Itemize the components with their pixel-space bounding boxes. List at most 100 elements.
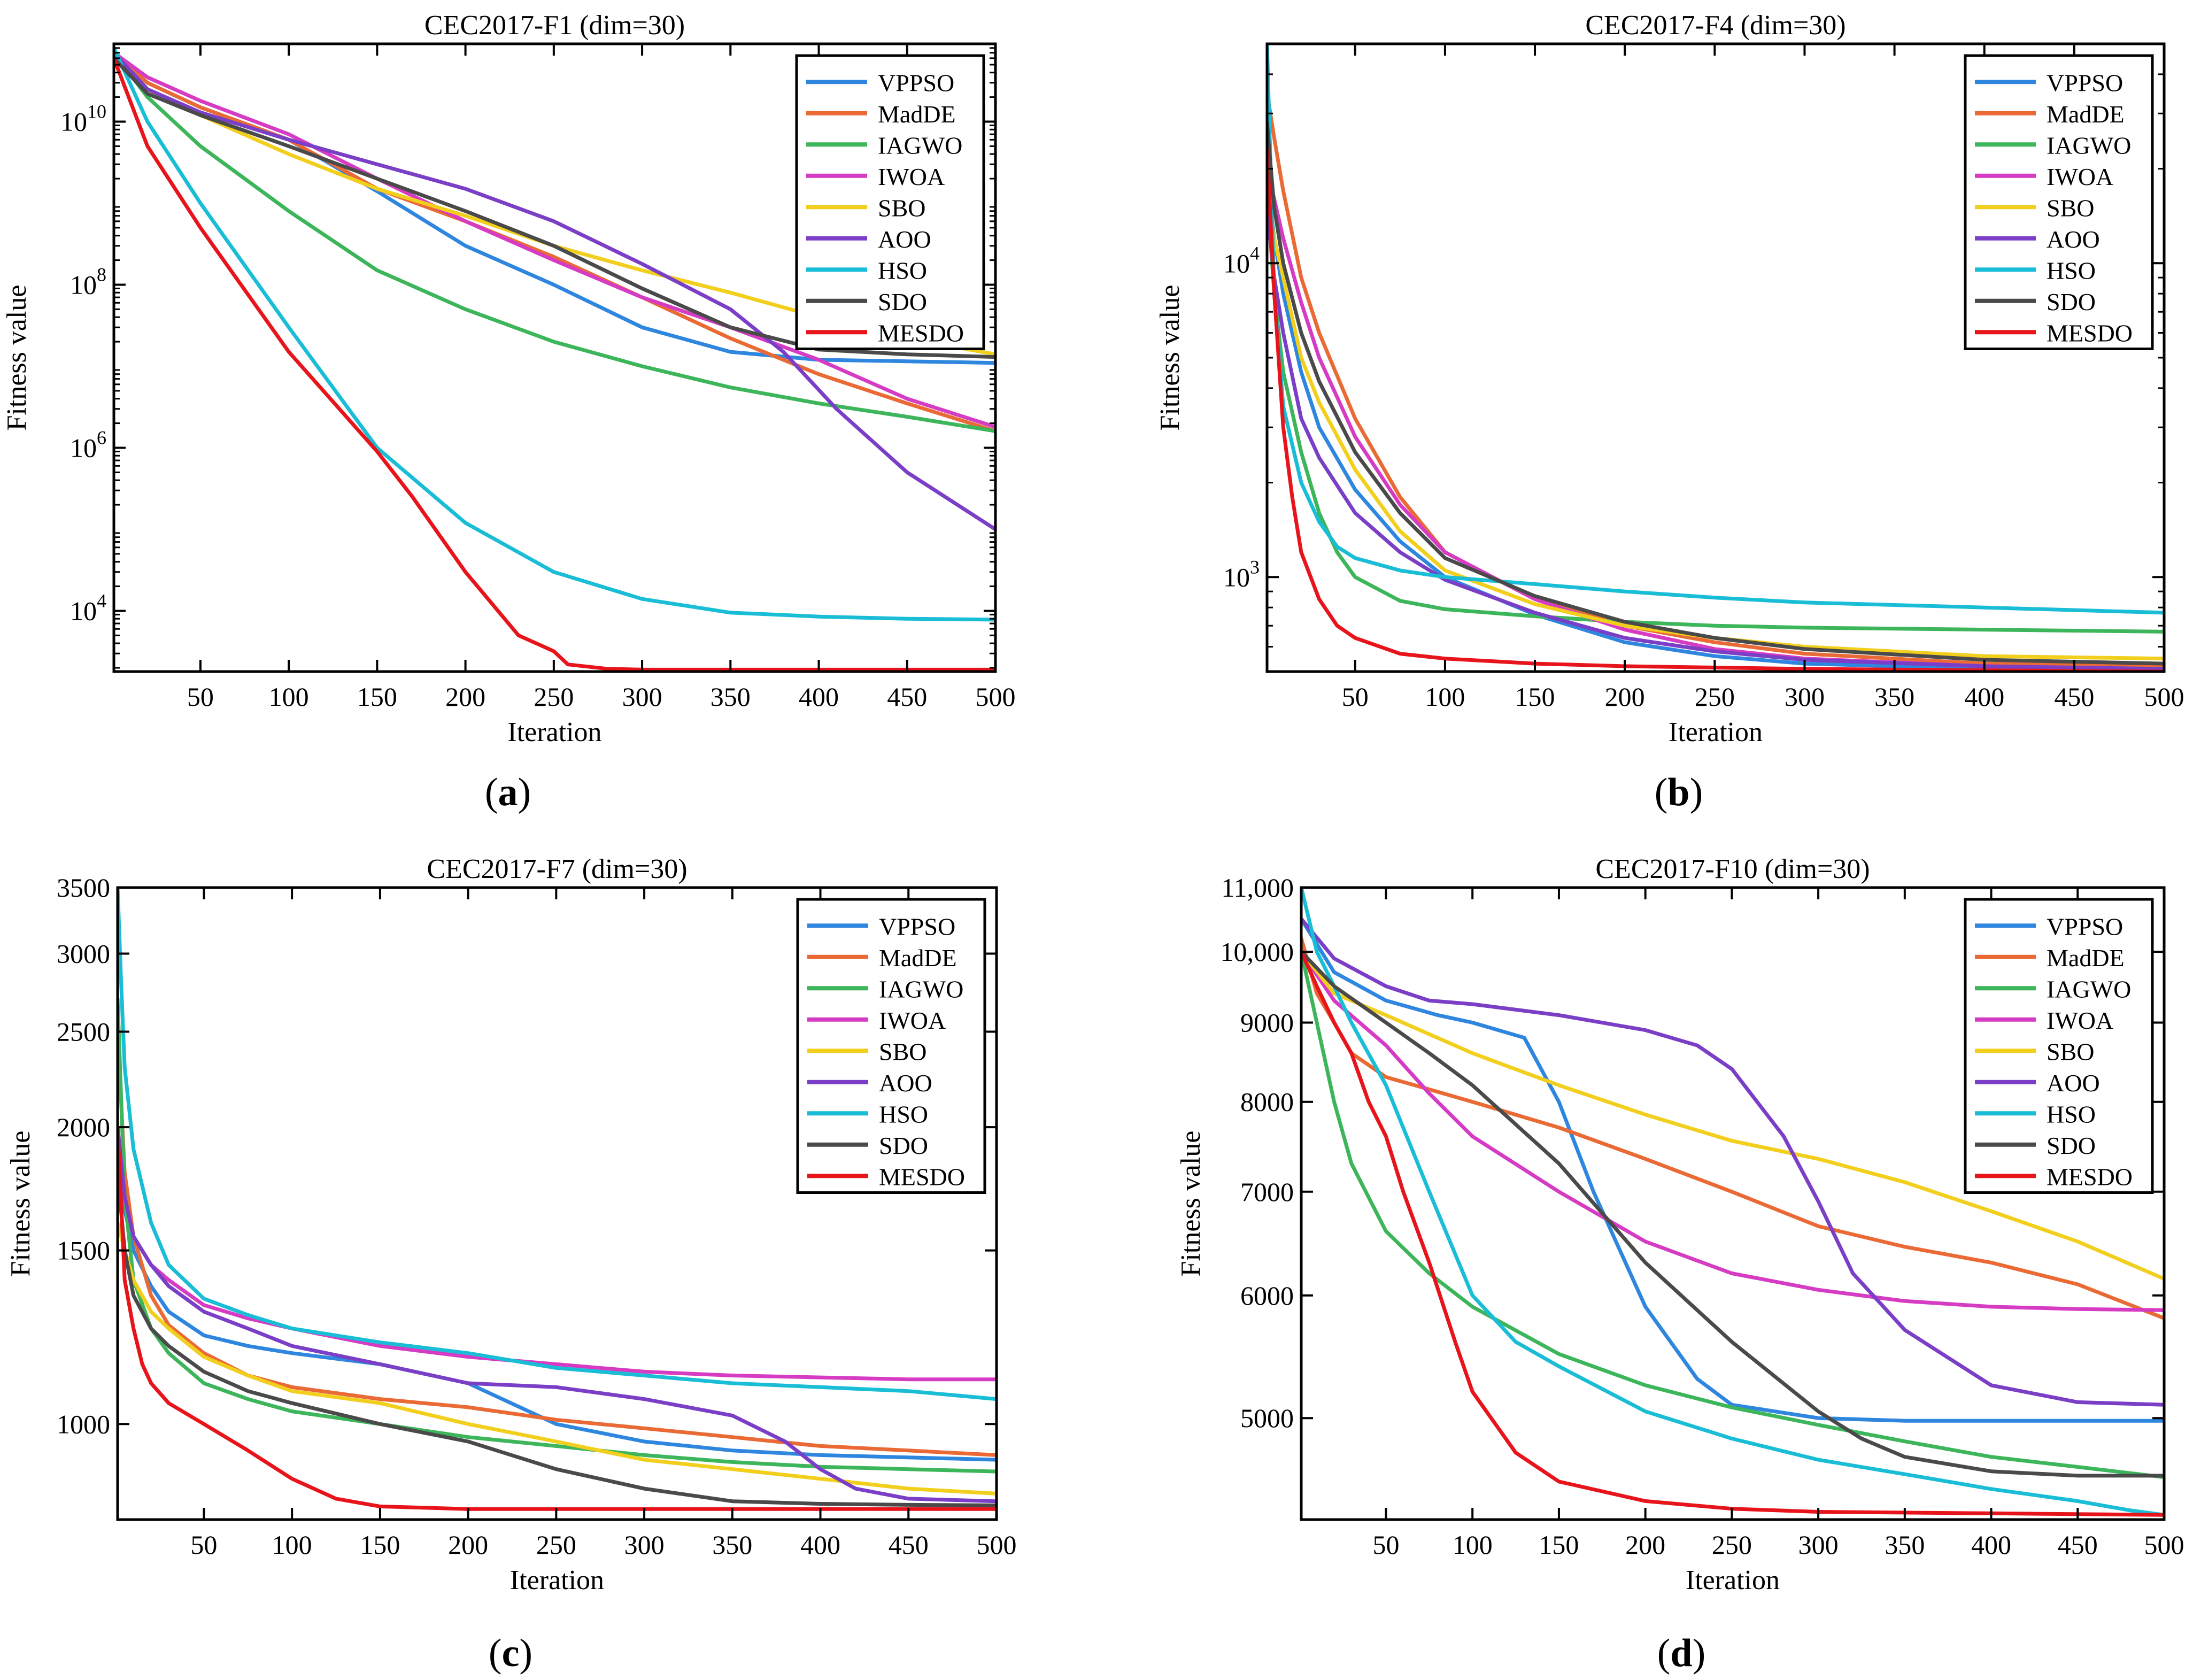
y-axis-label: Fitness value — [1155, 285, 1185, 431]
legend-label-sbo: SBO — [878, 194, 925, 221]
legend: VPPSO MadDE IAGWO IWOA SBO AOO HSO SDO MESDO — [795, 54, 985, 350]
x-axis-label: Iteration — [507, 717, 601, 747]
series-line-sdo — [1301, 950, 2164, 1478]
x-tick-label: 250 — [534, 682, 574, 712]
x-tick-label: 300 — [1798, 1530, 1839, 1560]
panel-caption-d: (d) — [1657, 1631, 1706, 1675]
chart-title: CEC2017-F4 (dim=30) — [1585, 10, 1845, 41]
series-line-madde — [1267, 90, 2164, 668]
series-line-aoo — [1267, 206, 2164, 671]
legend-label-mesdo: MESDO — [878, 319, 964, 346]
legend-label-aoo: AOO — [878, 226, 931, 253]
legend-label-aoo: AOO — [2047, 1069, 2100, 1097]
legend: VPPSO MadDE IAGWO IWOA SBO AOO HSO SDO MESDO — [796, 898, 986, 1194]
legend-label-sdo: SDO — [2047, 1132, 2096, 1159]
x-tick-label: 500 — [976, 682, 1016, 712]
series-line-aoo — [118, 1125, 997, 1504]
legend-label-hso: HSO — [2047, 257, 2096, 284]
legend-label-sdo: SDO — [879, 1132, 928, 1159]
x-tick-label: 100 — [1425, 682, 1465, 712]
chart-title: CEC2017-F10 (dim=30) — [1595, 854, 1870, 884]
series-line-hso — [118, 888, 997, 1401]
x-tick-label: 200 — [448, 1530, 488, 1560]
chart-F4: 50 100 150 200 250 300 350 400 450 500 103 104 CEC20… — [1155, 10, 2184, 747]
y-tick-label: 11,000 — [1221, 873, 1294, 903]
legend: VPPSO MadDE IAGWO IWOA SBO AOO HSO SDO MESDO — [1964, 54, 2154, 350]
chart-F1: 50 100 150 200 250 300 350 400 450 500 104 106 108 10… — [2, 10, 1016, 747]
x-tick-label: 450 — [2058, 1530, 2098, 1560]
x-tick-label: 200 — [1605, 682, 1645, 712]
y-tick-label: 7000 — [1240, 1177, 1294, 1207]
x-tick-label: 400 — [800, 1530, 840, 1560]
series-line-sbo — [1267, 197, 2164, 661]
series-line-iagwo — [1267, 189, 2164, 634]
y-tick-label: 106 — [70, 427, 106, 463]
y-tick-label: 8000 — [1240, 1087, 1294, 1117]
series-group — [114, 46, 995, 672]
x-tick-label: 300 — [624, 1530, 665, 1560]
legend-label-iwoa: IWOA — [878, 163, 945, 190]
series-line-sdo — [118, 1170, 997, 1507]
x-tick-label: 50 — [187, 682, 214, 712]
series-line-iagwo — [1301, 950, 2164, 1479]
x-tick-label: 300 — [1785, 682, 1825, 712]
series-line-iwoa — [114, 51, 995, 429]
x-tick-label: 350 — [1874, 682, 1914, 712]
y-tick-label: 9000 — [1240, 1008, 1294, 1038]
legend-label-mesdo: MESDO — [879, 1163, 965, 1190]
x-tick-label: 250 — [1712, 1530, 1752, 1560]
legend-label-madde: MadDE — [878, 101, 956, 128]
chart-title: CEC2017-F7 (dim=30) — [427, 854, 687, 884]
x-tick-label: 200 — [445, 682, 485, 712]
x-tick-label: 50 — [1372, 1530, 1399, 1560]
legend-label-vppso: VPPSO — [2047, 913, 2123, 940]
legend-label-aoo: AOO — [2047, 226, 2100, 253]
legend-label-mesdo: MESDO — [2047, 1163, 2133, 1190]
series-line-aoo — [114, 51, 995, 531]
chart-F10: 50 100 150 200 250 300 350 400 450 500 5000 6000 700… — [1176, 854, 2184, 1596]
x-tick-label: 250 — [1695, 682, 1735, 712]
series-line-vppso — [1267, 181, 2164, 672]
legend-label-madde: MadDE — [879, 944, 957, 972]
series-line-mesdo — [1301, 950, 2164, 1517]
series-line-mesdo — [114, 56, 995, 672]
series-line-hso — [114, 46, 995, 622]
panel-caption-a: (a) — [484, 770, 531, 814]
y-tick-label: 108 — [70, 264, 106, 299]
legend-label-madde: MadDE — [2047, 944, 2125, 972]
series-line-mesdo — [118, 1125, 997, 1511]
legend-label-mesdo: MESDO — [2047, 319, 2133, 346]
y-tick-label: 103 — [1223, 556, 1260, 592]
panel-caption-c: (c) — [488, 1631, 533, 1675]
x-tick-label: 450 — [2054, 682, 2094, 712]
x-tick-label: 100 — [269, 682, 309, 712]
y-tick-label: 1010 — [60, 101, 106, 137]
series-group — [1267, 44, 2164, 672]
series-line-sdo — [1267, 121, 2164, 666]
legend-label-sdo: SDO — [878, 288, 927, 315]
y-axis-label: Fitness value — [2, 285, 32, 431]
legend-label-sbo: SBO — [2047, 1038, 2094, 1065]
legend-label-hso: HSO — [878, 257, 927, 284]
y-axis-label: Fitness value — [5, 1131, 36, 1277]
x-tick-label: 250 — [536, 1530, 576, 1560]
x-tick-label: 50 — [1342, 682, 1369, 712]
y-tick-label: 104 — [70, 590, 106, 626]
legend-label-vppso: VPPSO — [2047, 69, 2123, 96]
legend-label-iagwo: IAGWO — [2047, 975, 2131, 1003]
legend-label-vppso: VPPSO — [879, 913, 955, 940]
x-tick-label: 400 — [1971, 1530, 2011, 1560]
x-tick-label: 500 — [2144, 682, 2184, 712]
series-line-vppso — [1301, 917, 2164, 1423]
x-axis-label: Iteration — [1669, 717, 1763, 747]
x-tick-label: 450 — [889, 1530, 929, 1560]
y-axis-label: Fitness value — [1176, 1131, 1206, 1277]
y-tick-label: 1000 — [57, 1409, 110, 1439]
x-tick-label: 300 — [622, 682, 662, 712]
series-line-aoo — [1301, 917, 2164, 1407]
y-tick-label: 104 — [1223, 242, 1260, 278]
legend-label-sbo: SBO — [879, 1038, 926, 1065]
chart-title: CEC2017-F1 (dim=30) — [424, 10, 685, 41]
panel-caption-b: (b) — [1654, 770, 1703, 814]
